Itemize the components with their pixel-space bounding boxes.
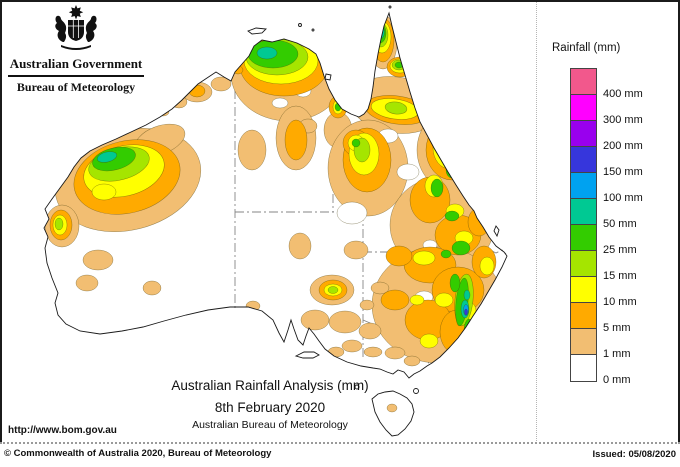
bureau-title: Bureau of Meteorology (16, 80, 136, 94)
caption-org: Australian Bureau of Meteorology (192, 419, 348, 431)
legend-label-100: 100 mm (603, 192, 643, 204)
fraser-island (493, 225, 500, 238)
copyright-notice: © Commonwealth of Australia 2020, Bureau… (4, 448, 272, 459)
king-island (354, 384, 360, 390)
shield (68, 20, 84, 41)
legend-label-0: 0 mm (603, 374, 631, 386)
legend-swatch-1 (571, 329, 596, 355)
coat-of-arms-icon (55, 5, 97, 50)
legend-swatch-150 (571, 147, 596, 173)
caption-title: Australian Rainfall Analysis (mm) (171, 378, 369, 393)
legend-swatch-5 (571, 303, 596, 329)
legend-label-200: 200 mm (603, 140, 643, 152)
legend-label-150: 150 mm (603, 166, 643, 178)
legend-swatch-400 (571, 69, 596, 95)
legend-label-15: 15 mm (603, 270, 637, 282)
legend-color-bar (570, 68, 597, 382)
scroll-base (61, 45, 91, 50)
legend-swatch-25 (571, 225, 596, 251)
legend-title: Rainfall (mm) (552, 42, 621, 54)
legend-label-400: 400 mm (603, 88, 643, 100)
legend-swatch-15 (571, 251, 596, 277)
bom-url: http://www.bom.gov.au (8, 425, 117, 436)
legend-label-1: 1 mm (603, 348, 631, 360)
legend-label-10: 10 mm (603, 296, 637, 308)
logo-divider (8, 75, 144, 77)
commonwealth-star (68, 5, 84, 20)
legend-swatch-200 (571, 121, 596, 147)
issued-date: Issued: 05/08/2020 (592, 449, 676, 460)
groote-eylandt (324, 73, 332, 81)
legend-swatch-300 (571, 95, 596, 121)
bom-logo: Australian Government Bureau of Meteorol… (6, 4, 146, 95)
legend-swatch-100 (571, 173, 596, 199)
legend-label-5: 5 mm (603, 322, 631, 334)
legend-label-300: 300 mm (603, 114, 643, 126)
map-caption: Australian Rainfall Analysis (mm) 8th Fe… (100, 378, 440, 431)
legend-swatch-50 (571, 199, 596, 225)
australia-rainfall-map (43, 5, 508, 437)
legend-label-25: 25 mm (603, 244, 637, 256)
coastline (43, 5, 508, 437)
emu-silhouette (85, 15, 97, 43)
legend-label-50: 50 mm (603, 218, 637, 230)
melville-island (247, 27, 267, 35)
tasmania-outline (371, 390, 415, 437)
legend-swatch-10 (571, 277, 596, 303)
flinders-island (413, 388, 419, 394)
legend-swatch-0 (571, 355, 596, 381)
footer-separator (0, 442, 680, 444)
caption-date: 8th February 2020 (214, 400, 326, 415)
government-title: Australian Government (9, 56, 143, 71)
legend-separator (536, 2, 537, 441)
kangaroo-island (294, 351, 320, 359)
kangaroo-silhouette (55, 15, 67, 43)
